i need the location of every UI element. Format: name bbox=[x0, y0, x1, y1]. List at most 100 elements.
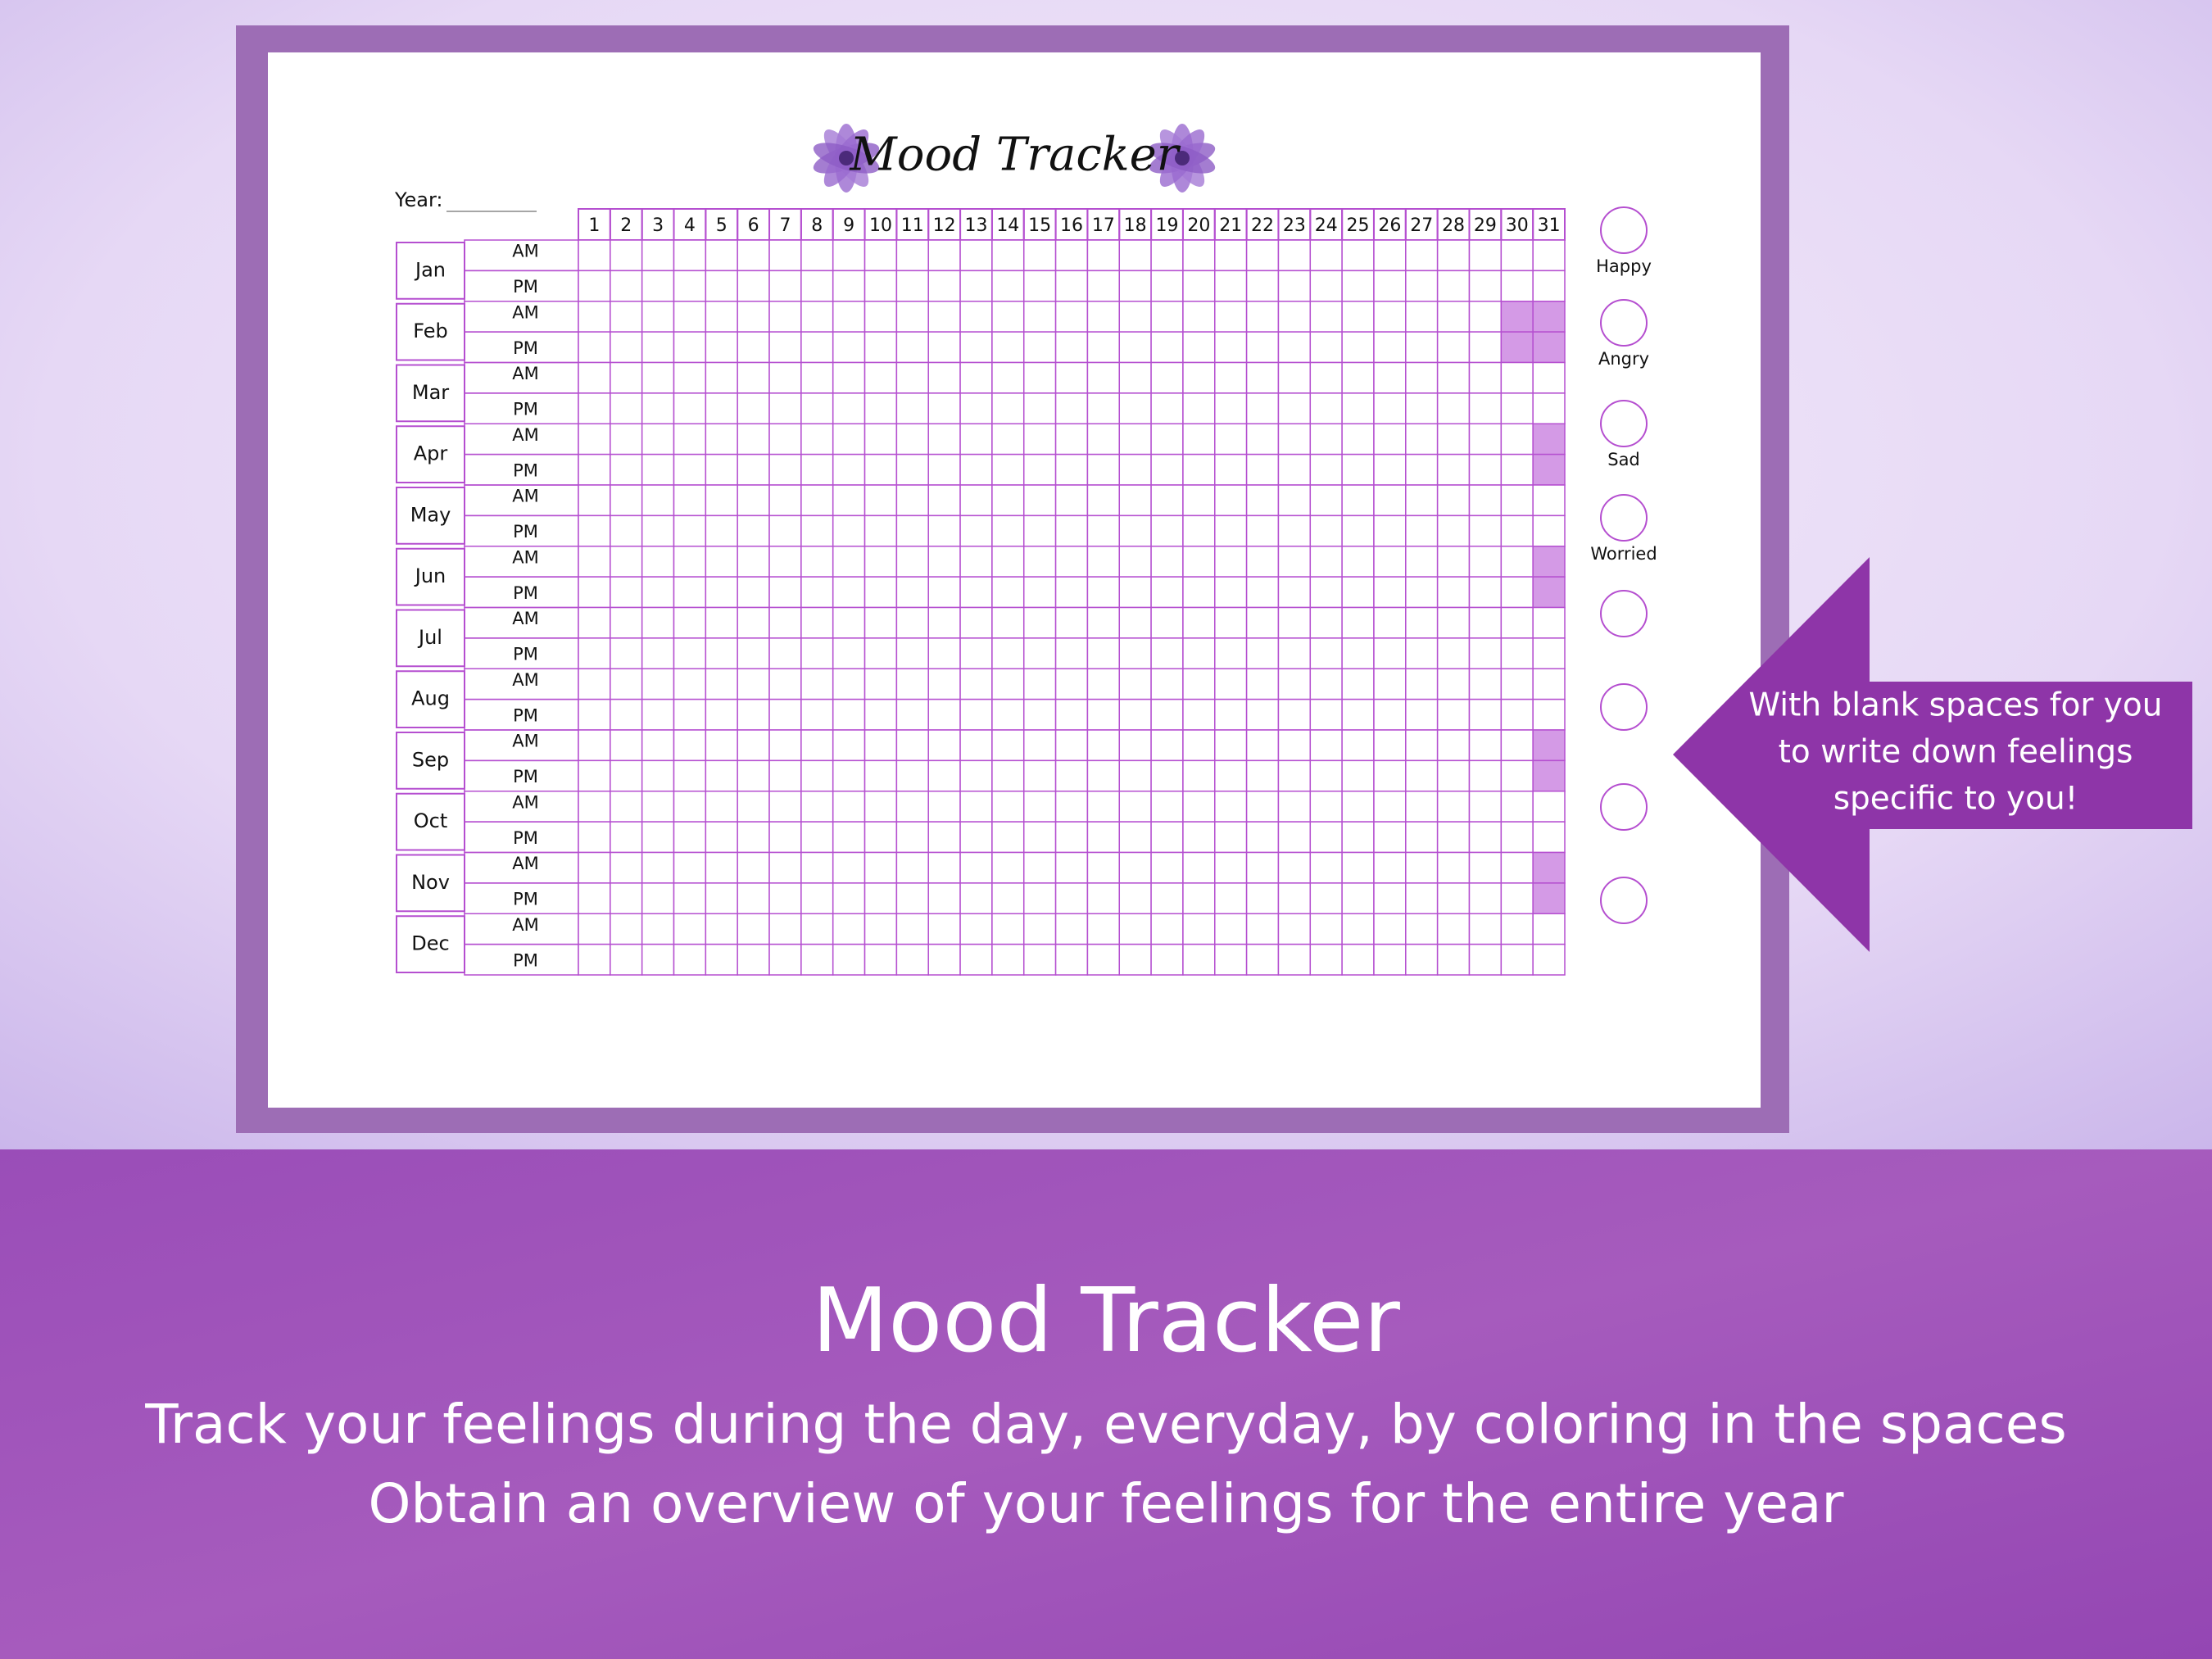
day-cell bbox=[863, 821, 898, 854]
day-cell bbox=[1309, 606, 1343, 639]
day-number: 1 bbox=[588, 215, 600, 236]
day-cell bbox=[768, 331, 802, 364]
day-cell bbox=[1468, 729, 1503, 762]
day-cell bbox=[863, 943, 898, 976]
day-cell bbox=[991, 668, 1025, 700]
day-cell bbox=[1214, 791, 1248, 823]
day-cell bbox=[610, 943, 643, 976]
day-cell bbox=[737, 423, 770, 456]
day-cell bbox=[1182, 913, 1216, 945]
day-cell bbox=[800, 301, 834, 333]
day-cell bbox=[1118, 453, 1152, 486]
day-cell bbox=[1405, 484, 1439, 517]
day-cell bbox=[800, 637, 834, 669]
day-cell bbox=[737, 913, 770, 945]
day-cell bbox=[1532, 913, 1566, 945]
day-cell bbox=[991, 239, 1025, 272]
day-cell bbox=[1086, 913, 1121, 945]
day-cell bbox=[768, 882, 802, 914]
day-cell bbox=[863, 791, 898, 823]
day-cell bbox=[1150, 453, 1184, 486]
day-cell bbox=[705, 851, 738, 884]
day-cell bbox=[1341, 270, 1375, 302]
day-cell bbox=[1436, 514, 1471, 547]
day-cell bbox=[895, 453, 929, 486]
slot-label: PM bbox=[513, 583, 538, 603]
day-cell bbox=[1182, 698, 1216, 731]
day-cell bbox=[1500, 698, 1534, 731]
day-cell bbox=[1309, 791, 1343, 823]
day-cell bbox=[768, 514, 802, 547]
day-cell bbox=[1118, 514, 1152, 547]
day-cell bbox=[1405, 453, 1439, 486]
day-cell bbox=[1468, 576, 1503, 609]
day-cell bbox=[1245, 606, 1280, 639]
day-cell bbox=[895, 668, 929, 700]
year-label: Year: bbox=[394, 188, 442, 211]
day-cell bbox=[1022, 331, 1057, 364]
day-cell bbox=[1054, 331, 1089, 364]
day-cell bbox=[1150, 821, 1184, 854]
day-cell bbox=[1341, 637, 1375, 669]
day-cell bbox=[832, 546, 866, 578]
day-cell bbox=[737, 484, 770, 517]
day-cell bbox=[1500, 943, 1534, 976]
day-cell bbox=[1500, 453, 1534, 486]
day-cell bbox=[1182, 821, 1216, 854]
day-cell bbox=[800, 698, 834, 731]
day-cell bbox=[1150, 361, 1184, 394]
slot-label: PM bbox=[513, 950, 538, 970]
day-cell bbox=[800, 791, 834, 823]
day-cell bbox=[1277, 576, 1312, 609]
day-cell bbox=[863, 423, 898, 456]
day-cell bbox=[1373, 729, 1407, 762]
day-number: 29 bbox=[1474, 215, 1497, 236]
day-cell bbox=[1182, 791, 1216, 823]
day-cell bbox=[1532, 729, 1566, 762]
day-cell bbox=[1277, 821, 1312, 854]
month-name: May bbox=[410, 503, 451, 526]
day-cell bbox=[1500, 882, 1534, 914]
day-cell bbox=[1309, 637, 1343, 669]
day-cell bbox=[1468, 239, 1503, 272]
day-cell bbox=[1022, 301, 1057, 333]
day-cell bbox=[1118, 423, 1152, 456]
day-cell bbox=[768, 301, 802, 333]
day-cell bbox=[832, 668, 866, 700]
day-cell bbox=[1150, 392, 1184, 424]
day-cell bbox=[1405, 698, 1439, 731]
day-cell bbox=[641, 576, 675, 609]
day-cell bbox=[673, 301, 707, 333]
day-cell bbox=[1341, 606, 1375, 639]
day-cell bbox=[927, 759, 961, 792]
day-cell bbox=[991, 423, 1025, 456]
day-cell bbox=[641, 606, 675, 639]
day-cell bbox=[1436, 882, 1471, 914]
day-cell bbox=[705, 943, 738, 976]
day-cell bbox=[673, 698, 707, 731]
day-cell bbox=[1054, 239, 1089, 272]
day-cell bbox=[578, 270, 611, 302]
day-cell bbox=[673, 729, 707, 762]
day-cell bbox=[1436, 821, 1471, 854]
day-cell bbox=[737, 514, 770, 547]
day-cell bbox=[1214, 729, 1248, 762]
day-cell bbox=[1245, 791, 1280, 823]
day-cell bbox=[959, 239, 993, 272]
day-cell bbox=[1214, 331, 1248, 364]
day-cell bbox=[737, 851, 770, 884]
day-number: 5 bbox=[716, 215, 728, 236]
day-cell bbox=[641, 392, 675, 424]
month-name: Nov bbox=[411, 871, 450, 894]
day-cell bbox=[768, 270, 802, 302]
day-cell bbox=[927, 239, 961, 272]
day-cell bbox=[927, 913, 961, 945]
day-cell bbox=[1532, 239, 1566, 272]
mood-circle bbox=[1600, 877, 1648, 924]
slot-label: PM bbox=[513, 705, 538, 725]
day-cell bbox=[1182, 331, 1216, 364]
day-cell bbox=[768, 637, 802, 669]
day-cell bbox=[1054, 637, 1089, 669]
day-cell bbox=[1086, 821, 1121, 854]
day-cell bbox=[1373, 453, 1407, 486]
